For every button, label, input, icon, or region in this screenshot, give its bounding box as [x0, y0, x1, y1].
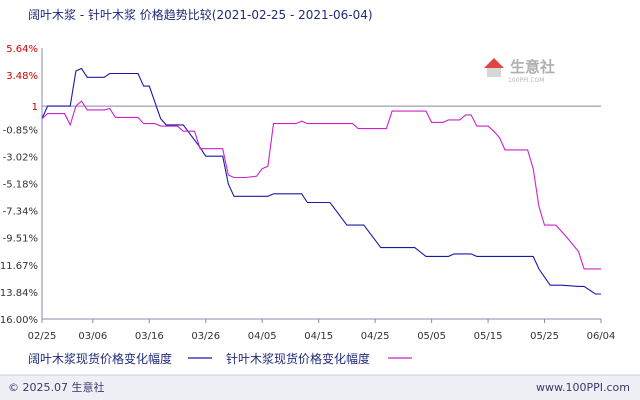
y-tick-label: 3.48%: [6, 71, 38, 82]
x-tick-label: 04/25: [361, 331, 390, 342]
footer-copyright: © 2025.07 生意社: [8, 380, 104, 394]
x-tick-label: 03/16: [135, 331, 164, 342]
y-tick-label: -3.02%: [3, 152, 38, 163]
y-tick-label: -0.85%: [3, 125, 38, 136]
house-body-icon: [487, 68, 501, 77]
watermark-sub: 100PPI.COM: [508, 77, 544, 84]
footer-site-link[interactable]: www.100PPI.com: [536, 381, 630, 394]
chart-title: 阔叶木浆 - 针叶木浆 价格趋势比较(2021-02-25 - 2021-06-…: [28, 7, 373, 22]
watermark-logo: 生意社 100PPI.COM: [484, 58, 555, 84]
y-tick-label: -7.34%: [3, 207, 38, 218]
x-tick-label: 03/26: [191, 331, 220, 342]
legend-label-hardwood: 阔叶木浆现货价格变化幅度: [28, 351, 172, 366]
y-tick-label: 1: [32, 102, 38, 113]
series-layer: [41, 67, 601, 295]
x-tick-label: 05/05: [417, 331, 446, 342]
y-tick-label: -9.51%: [3, 234, 38, 245]
house-roof-icon: [484, 58, 504, 68]
y-tick-label: -13.84%: [0, 288, 38, 299]
footer-bar: [0, 375, 640, 400]
series-line-softwood: [41, 100, 601, 270]
series-line-hardwood: [41, 67, 601, 295]
x-tick-label: 05/15: [474, 331, 503, 342]
y-tick-label: 5.64%: [6, 44, 38, 55]
legend-label-softwood: 针叶木浆现货价格变化幅度: [226, 351, 370, 366]
x-tick-label: 03/06: [78, 331, 107, 342]
y-tick-label: -16.00%: [0, 315, 38, 326]
x-tick-label: 04/15: [304, 331, 333, 342]
y-tick-label: -5.18%: [3, 180, 38, 191]
x-tick-label: 06/04: [587, 331, 616, 342]
y-ticks: 5.64% 3.48% 1 -0.85% -3.02% -5.18% -7.34% -9.51…: [0, 44, 38, 326]
watermark-text: 生意社: [510, 58, 555, 76]
x-tick-label: 04/05: [248, 331, 277, 342]
x-tick-label: 05/25: [530, 331, 559, 342]
x-tick-label: 02/25: [28, 331, 57, 342]
x-ticks: 02/25 03/06 03/16 03/26 04/05 04/15 04/25 05/05…: [28, 319, 616, 342]
y-tick-label: -11.67%: [0, 261, 38, 272]
legend: 阔叶木浆现货价格变化幅度 针叶木浆现货价格变化幅度: [28, 351, 412, 366]
